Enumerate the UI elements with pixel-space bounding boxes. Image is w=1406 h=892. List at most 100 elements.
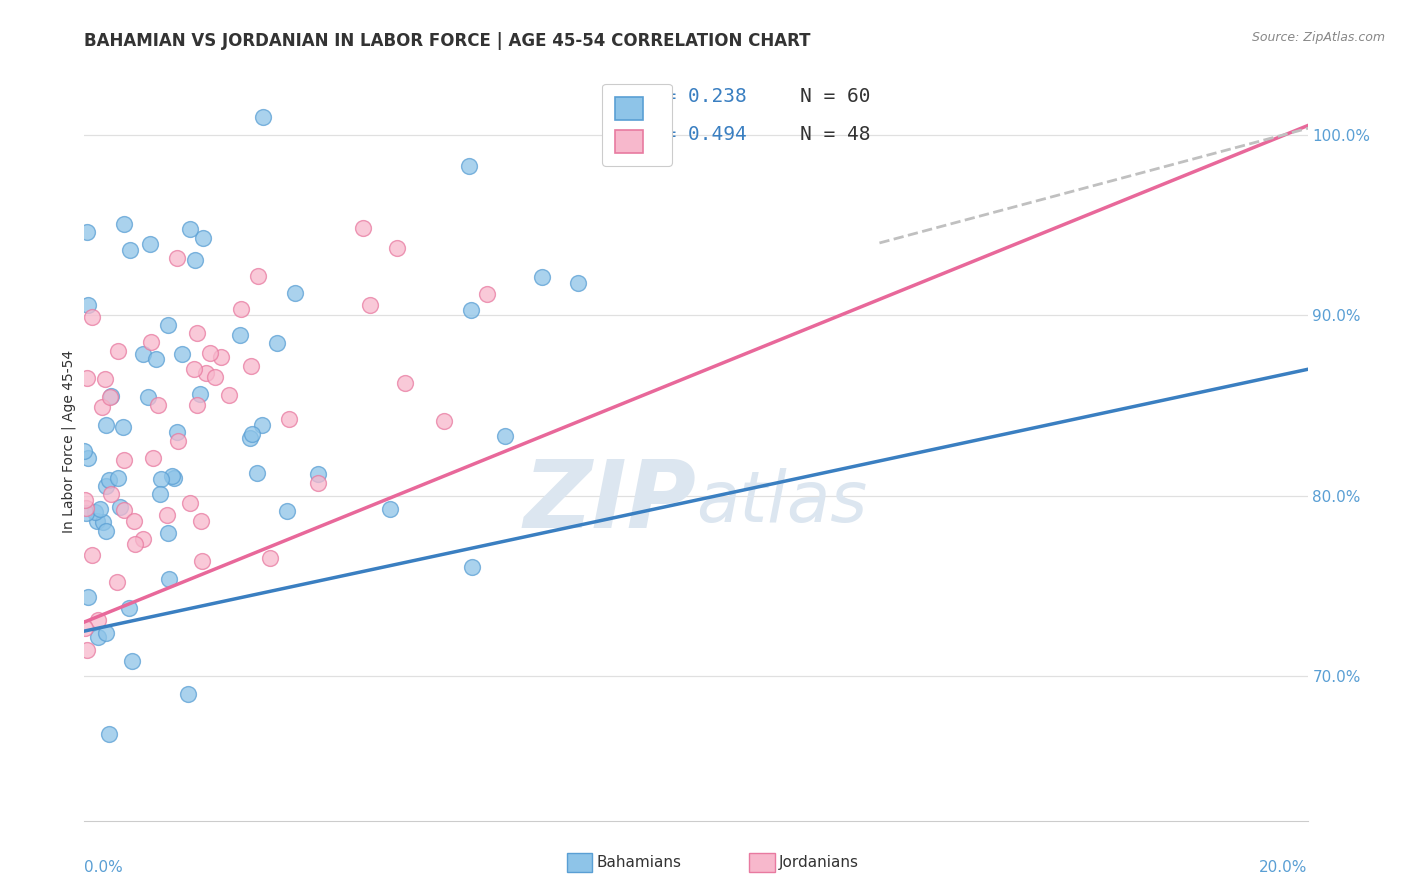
Point	[87, 630, 110, 644]
Text: atlas: atlas	[696, 467, 868, 537]
Point	[494, 428, 516, 442]
Point	[394, 376, 416, 391]
Point	[179, 222, 201, 236]
Point	[195, 366, 218, 380]
Point	[94, 372, 117, 386]
Point	[240, 427, 263, 442]
Text: Jordanians: Jordanians	[779, 855, 859, 870]
Point	[122, 515, 145, 529]
Point	[218, 388, 240, 402]
Point	[89, 502, 111, 516]
Point	[246, 268, 269, 283]
Point	[111, 420, 134, 434]
Point	[97, 473, 120, 487]
Point	[118, 244, 141, 258]
Point	[124, 537, 146, 551]
Point	[461, 560, 484, 574]
Point	[160, 469, 183, 483]
Point	[239, 431, 262, 445]
Point	[567, 276, 589, 290]
Point	[188, 387, 211, 401]
Point	[73, 493, 96, 508]
Point	[190, 514, 212, 528]
Point	[77, 298, 100, 312]
Point	[94, 479, 117, 493]
Point	[118, 601, 141, 615]
Point	[145, 352, 167, 367]
Text: BAHAMIAN VS JORDANIAN IN LABOR FORCE | AGE 45-54 CORRELATION CHART: BAHAMIAN VS JORDANIAN IN LABOR FORCE | A…	[84, 32, 811, 50]
Point	[252, 110, 274, 124]
Point	[98, 390, 121, 404]
Point	[149, 472, 172, 486]
Point	[139, 237, 162, 252]
Point	[73, 444, 96, 458]
Point	[266, 335, 288, 350]
Text: R = 0.238: R = 0.238	[641, 87, 747, 106]
Point	[177, 687, 200, 701]
Point	[166, 251, 188, 265]
Point	[172, 347, 194, 361]
Text: Bahamians: Bahamians	[596, 855, 681, 870]
Point	[146, 398, 169, 412]
Point	[97, 727, 120, 741]
Point	[460, 303, 482, 318]
Point	[157, 525, 180, 540]
Point	[112, 453, 135, 467]
Point	[132, 347, 155, 361]
Point	[186, 326, 208, 340]
Point	[80, 310, 103, 324]
Point	[107, 471, 129, 485]
Point	[75, 621, 97, 635]
Point	[77, 450, 100, 465]
Point	[100, 388, 122, 402]
Point	[204, 369, 226, 384]
Point	[108, 500, 131, 514]
Text: N = 48: N = 48	[800, 125, 870, 144]
Text: 20.0%: 20.0%	[1260, 860, 1308, 874]
Point	[191, 554, 214, 568]
Point	[142, 451, 165, 466]
Point	[531, 270, 554, 285]
Point	[149, 487, 172, 501]
Point	[475, 286, 498, 301]
Point	[82, 549, 104, 563]
Point	[91, 400, 114, 414]
Point	[132, 532, 155, 546]
Point	[229, 327, 252, 342]
Point	[246, 466, 269, 480]
Point	[239, 359, 262, 373]
Point	[136, 390, 159, 404]
Point	[457, 159, 479, 173]
Point	[100, 486, 122, 500]
Point	[83, 505, 105, 519]
Text: N = 60: N = 60	[800, 87, 870, 106]
Point	[179, 496, 201, 510]
Point	[432, 414, 454, 428]
Point	[229, 301, 252, 316]
Point	[156, 508, 179, 522]
Point	[378, 502, 401, 516]
Point	[139, 335, 162, 350]
Point	[278, 412, 301, 426]
Point	[284, 285, 307, 300]
Point	[75, 500, 97, 515]
Text: 0.0%: 0.0%	[84, 860, 124, 874]
Legend: , : ,	[602, 84, 672, 167]
Y-axis label: In Labor Force | Age 45-54: In Labor Force | Age 45-54	[62, 350, 76, 533]
Text: R = 0.494: R = 0.494	[641, 125, 747, 144]
Point	[86, 514, 108, 528]
Text: ZIP: ZIP	[523, 456, 696, 549]
Point	[191, 231, 214, 245]
Point	[352, 220, 374, 235]
Point	[112, 217, 135, 231]
Point	[76, 225, 98, 239]
Point	[75, 506, 97, 520]
Point	[162, 471, 184, 485]
Point	[200, 346, 222, 360]
Point	[385, 241, 408, 255]
Point	[96, 625, 118, 640]
Point	[91, 515, 114, 529]
Point	[183, 362, 205, 376]
Point	[121, 654, 143, 668]
Point	[87, 613, 110, 627]
